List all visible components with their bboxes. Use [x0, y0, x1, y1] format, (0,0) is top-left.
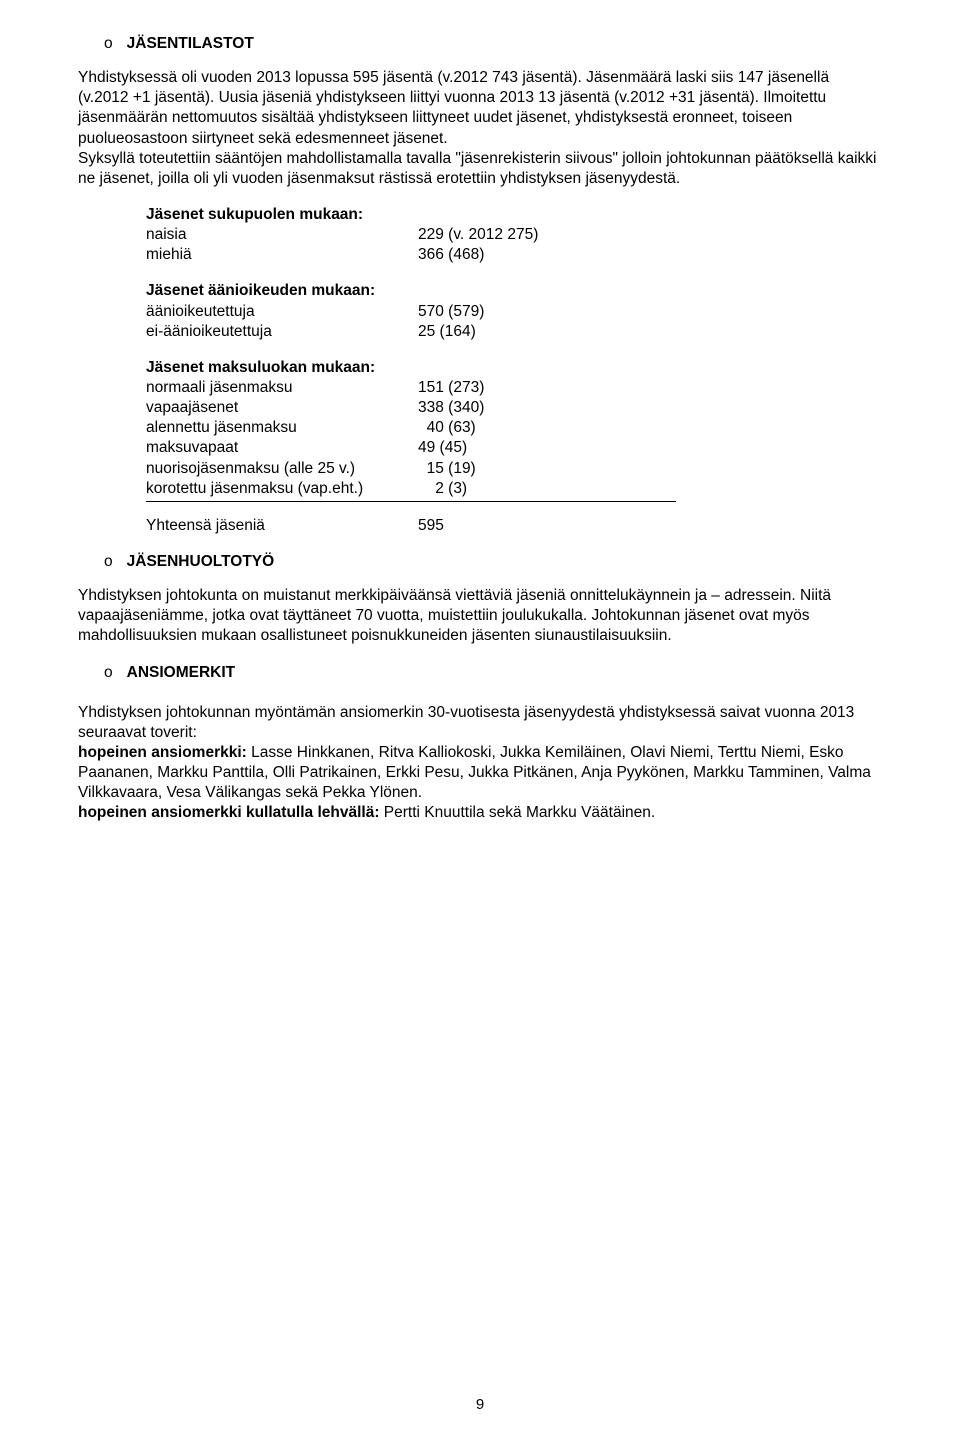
bullet-o: o: [104, 663, 113, 683]
row-value: 151 (273): [418, 378, 882, 398]
row-value: 2 (3): [418, 479, 882, 499]
table-row: äänioikeutettuja 570 (579): [146, 302, 882, 322]
bullet-o: o: [104, 552, 113, 572]
row-value: 15 (19): [418, 459, 882, 479]
gold-merit-label: hopeinen ansiomerkki kullatulla lehvällä…: [78, 804, 380, 821]
paragraph-3: Yhdistyksen johtokunta on muistanut merk…: [78, 586, 882, 646]
paragraph-4: Yhdistyksen johtokunnan myöntämän ansiom…: [78, 703, 882, 743]
table-row: naisia 229 (v. 2012 275): [146, 225, 882, 245]
row-value: 366 (468): [418, 245, 882, 265]
row-label: äänioikeutettuja: [146, 302, 418, 322]
table-row: vapaajäsenet 338 (340): [146, 398, 882, 418]
stats-block: Jäsenet sukupuolen mukaan: naisia 229 (v…: [146, 205, 882, 536]
row-label: ei-äänioikeutettuja: [146, 322, 418, 342]
row-label: alennettu jäsenmaksu: [146, 418, 418, 438]
table-row: maksuvapaat 49 (45): [146, 438, 882, 458]
table-row: normaali jäsenmaksu 151 (273): [146, 378, 882, 398]
row-label: korotettu jäsenmaksu (vap.eht.): [146, 479, 418, 499]
table-row: miehiä 366 (468): [146, 245, 882, 265]
row-label: normaali jäsenmaksu: [146, 378, 418, 398]
gold-merit-para: hopeinen ansiomerkki kullatulla lehvällä…: [78, 803, 882, 823]
page-number: 9: [0, 1395, 960, 1415]
bullet-o: o: [104, 34, 113, 54]
heading-title: JÄSENTILASTOT: [127, 34, 254, 54]
table-row: korotettu jäsenmaksu (vap.eht.) 2 (3): [146, 479, 882, 499]
row-value: 40 (63): [418, 418, 882, 438]
silver-merit-para: hopeinen ansiomerkki: Lasse Hinkkanen, R…: [78, 743, 882, 803]
heading-jasenhuoltotyo: o JÄSENHUOLTOTYÖ: [78, 552, 882, 572]
total-label: Yhteensä jäseniä: [146, 516, 418, 536]
gold-merit-names: Pertti Knuuttila sekä Markku Väätäinen.: [380, 804, 656, 821]
row-value: 570 (579): [418, 302, 882, 322]
silver-merit-label: hopeinen ansiomerkki:: [78, 744, 247, 761]
row-label: naisia: [146, 225, 418, 245]
table-row: alennettu jäsenmaksu 40 (63): [146, 418, 882, 438]
paragraph-1: Yhdistyksessä oli vuoden 2013 lopussa 59…: [78, 68, 882, 149]
gender-heading: Jäsenet sukupuolen mukaan:: [146, 205, 882, 225]
heading-title: ANSIOMERKIT: [127, 663, 236, 683]
row-value: 229 (v. 2012 275): [418, 225, 882, 245]
row-label: vapaajäsenet: [146, 398, 418, 418]
heading-title: JÄSENHUOLTOTYÖ: [127, 552, 275, 572]
heading-jasentilastot: o JÄSENTILASTOT: [78, 34, 882, 54]
divider-line: [146, 501, 676, 502]
total-row: Yhteensä jäseniä 595: [146, 516, 882, 536]
row-label: miehiä: [146, 245, 418, 265]
row-label: maksuvapaat: [146, 438, 418, 458]
voting-heading: Jäsenet äänioikeuden mukaan:: [146, 281, 882, 301]
row-label: nuorisojäsenmaksu (alle 25 v.): [146, 459, 418, 479]
table-row: nuorisojäsenmaksu (alle 25 v.) 15 (19): [146, 459, 882, 479]
fee-heading: Jäsenet maksuluokan mukaan:: [146, 358, 882, 378]
row-value: 338 (340): [418, 398, 882, 418]
row-value: 25 (164): [418, 322, 882, 342]
paragraph-2: Syksyllä toteutettiin sääntöjen mahdolli…: [78, 149, 882, 189]
page: o JÄSENTILASTOT Yhdistyksessä oli vuoden…: [0, 0, 960, 1438]
table-row: ei-äänioikeutettuja 25 (164): [146, 322, 882, 342]
total-value: 595: [418, 516, 444, 536]
row-value: 49 (45): [418, 438, 882, 458]
heading-ansiomerkit: o ANSIOMERKIT: [78, 663, 882, 683]
